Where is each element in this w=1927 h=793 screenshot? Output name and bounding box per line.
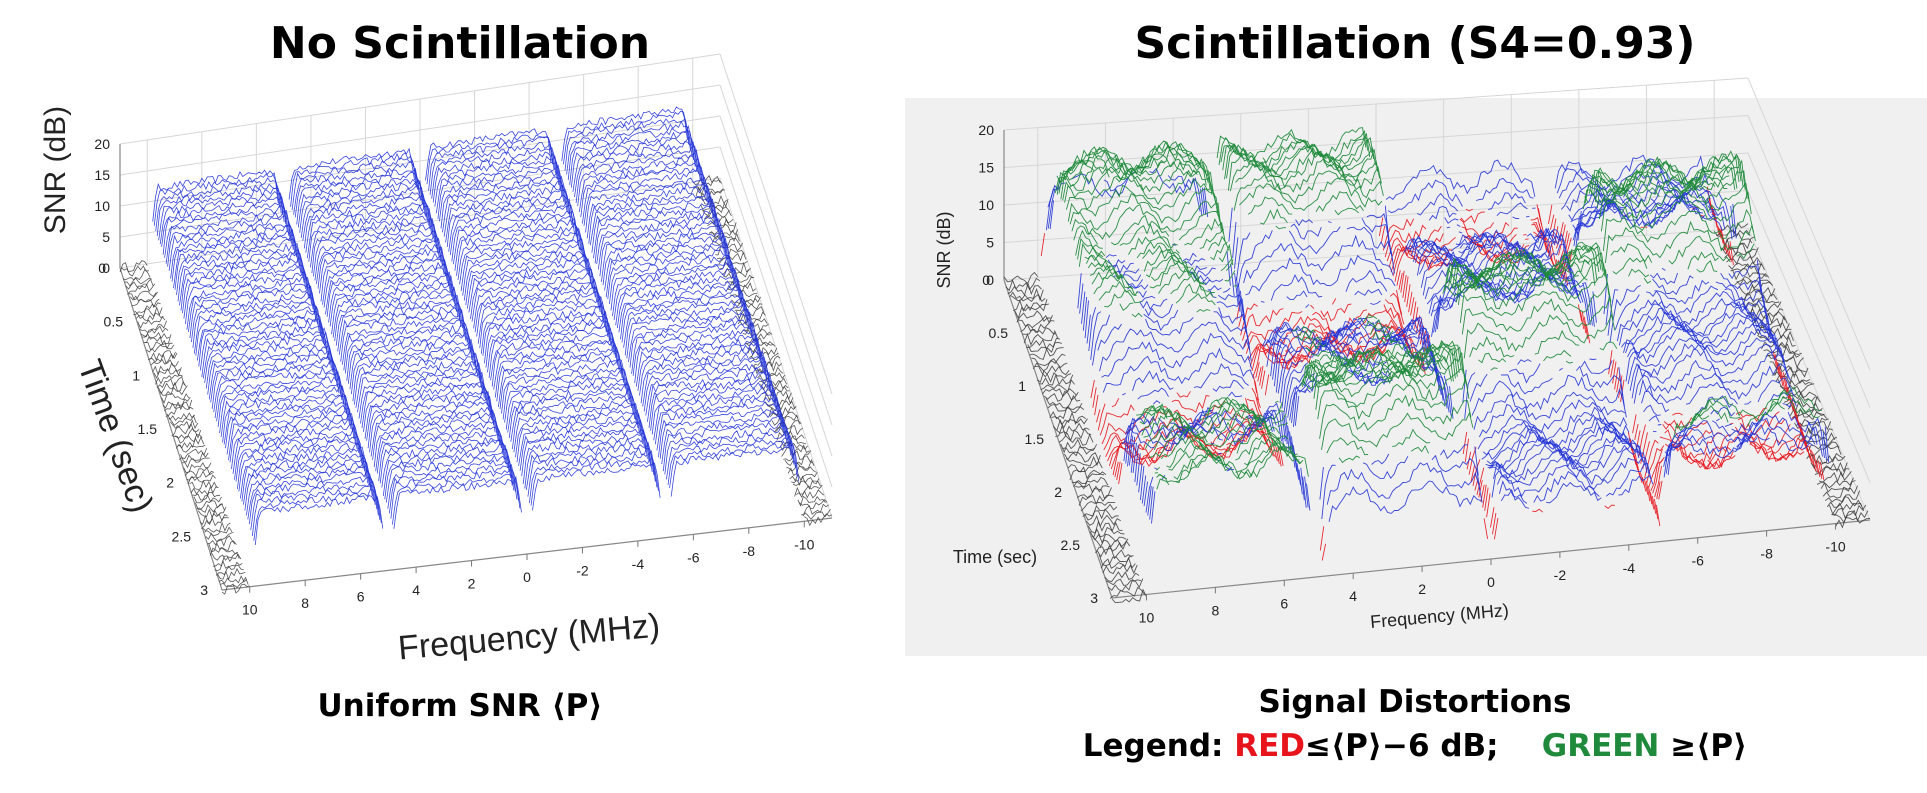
z-axis-label: SNR (dB) [39, 106, 72, 234]
z-tick-label: 0 [102, 260, 110, 276]
x-tick-label: 0 [1487, 574, 1495, 590]
x-tick-label: 10 [242, 602, 258, 618]
y-tick-label: 3 [1090, 590, 1098, 606]
x-tick-label: -10 [794, 536, 814, 552]
legend-line: Legend: RED≤⟨P⟩−6 dB; GREEN ≥⟨P⟩ [905, 728, 1925, 764]
y-tick-label: 1 [1018, 378, 1026, 394]
x-tick-label: 6 [1280, 595, 1288, 611]
x-tick-label: -2 [1554, 567, 1567, 583]
x-tick-label: 4 [1349, 588, 1357, 604]
x-tick-label: -8 [1760, 546, 1773, 562]
z-tick-label: 10 [94, 198, 110, 214]
z-tick-label: 0 [986, 272, 994, 288]
x-tick-label: -10 [1825, 539, 1845, 555]
x-tick-label: 8 [1211, 602, 1219, 618]
z-tick-label: 10 [978, 197, 994, 213]
x-tick-label: -6 [1692, 553, 1705, 569]
x-tick-label: 4 [412, 582, 420, 598]
waterfall-traces [119, 106, 833, 595]
x-axis-label: Frequency (MHz) [397, 607, 662, 668]
x-tick-label: -4 [1623, 560, 1636, 576]
left-waterfall-chart: 10 8 6 4 2 0 -2 -4 -6 -8 -1000.511.522.5305101520S… [39, 53, 833, 668]
legend-green-word: GREEN [1541, 728, 1660, 764]
legend-red-rule: ≤⟨P⟩−6 dB; [1305, 728, 1499, 764]
y-tick-label: 0 [98, 260, 106, 276]
right-chart-background [905, 98, 1927, 656]
x-tick-label: 0 [523, 569, 531, 585]
waterfall-traces [1003, 127, 1871, 604]
z-tick-label: 15 [94, 167, 110, 183]
z-tick-label: 5 [102, 229, 110, 245]
z-tick-label: 20 [978, 122, 994, 138]
y-tick-label: 0 [982, 272, 990, 288]
x-tick-label: -2 [576, 562, 589, 578]
x-tick-label: -6 [687, 549, 700, 565]
y-tick-label: 0.5 [104, 314, 124, 330]
grid-lines [1003, 77, 1871, 521]
left-chart-title: No Scintillation [269, 18, 651, 69]
legend-green-rule: ≥⟨P⟩ [1670, 728, 1748, 764]
y-tick-label: 1.5 [1025, 431, 1045, 447]
z-axis-label: SNR (dB) [934, 211, 954, 288]
y-tick-label: 3 [200, 582, 208, 598]
y-tick-label: 1.5 [138, 421, 158, 437]
y-axis-label: Time (sec) [953, 547, 1037, 567]
x-tick-label: 2 [1418, 581, 1426, 597]
y-tick-label: 2 [1054, 484, 1062, 500]
y-tick-label: 1 [132, 367, 140, 383]
x-tick-label: 2 [468, 576, 476, 592]
z-tick-label: 15 [978, 160, 994, 176]
y-tick-label: 0.5 [989, 325, 1009, 341]
x-tick-label: -4 [632, 556, 645, 572]
legend-prefix: Legend: [1082, 728, 1235, 764]
right-caption: Signal Distortions [1258, 684, 1572, 720]
legend-red-word: RED [1234, 728, 1305, 764]
right-chart-title: Scintillation (S4=0.93) [1134, 18, 1696, 69]
z-tick-label: 20 [94, 136, 110, 152]
x-tick-label: 10 [1139, 609, 1155, 625]
x-tick-label: 6 [357, 589, 365, 605]
y-tick-label: 2.5 [1061, 537, 1081, 553]
z-tick-label: 5 [986, 235, 994, 251]
x-tick-label: -8 [743, 543, 756, 559]
x-tick-label: 8 [301, 595, 309, 611]
y-tick-label: 2.5 [172, 528, 192, 544]
left-caption: Uniform SNR ⟨P⟩ [317, 688, 603, 724]
y-tick-label: 2 [166, 475, 174, 491]
